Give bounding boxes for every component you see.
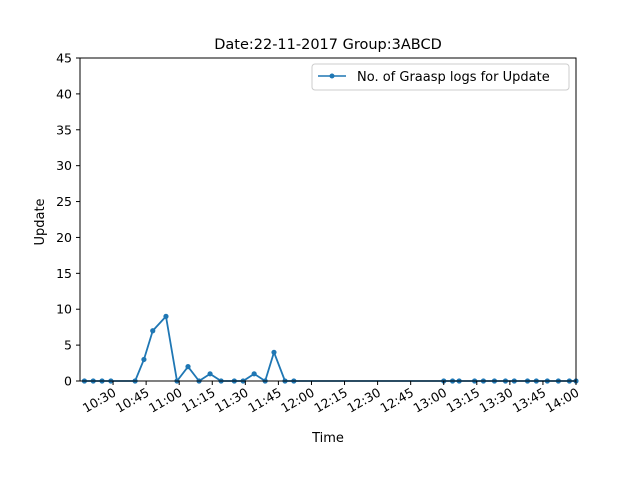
y-tick-label: 25 [56, 194, 72, 209]
data-point [207, 371, 213, 377]
plot-area [79, 57, 579, 384]
y-tick-label: 5 [64, 338, 72, 353]
legend-point-marker [329, 73, 335, 79]
x-axis-label: Time [311, 431, 344, 446]
y-tick-label: 15 [56, 266, 72, 281]
legend-box [311, 63, 570, 91]
y-axis: 0 5 10 15 20 25 30 35 40 45 [56, 51, 80, 389]
y-axis-label: Update [33, 198, 48, 245]
axes-background [80, 58, 576, 381]
y-tick-label: 0 [64, 374, 72, 389]
chart-title: Date:22-11-2017 Group:3ABCD [214, 37, 442, 53]
data-point [163, 313, 169, 319]
y-tick-label: 10 [56, 302, 72, 317]
y-tick-label: 30 [56, 158, 72, 173]
data-point [251, 371, 257, 377]
data-point [150, 328, 156, 334]
y-tick-label: 40 [56, 86, 72, 101]
y-tick-label: 45 [56, 51, 72, 66]
data-point [271, 349, 277, 355]
data-point [141, 356, 147, 363]
axes-frame [79, 57, 577, 382]
y-tick-label: 35 [56, 122, 72, 137]
y-tick-label: 20 [56, 230, 72, 245]
data-point [185, 364, 191, 370]
legend: No. of Graasp logs for Update [311, 63, 570, 91]
legend-label: No. of Graasp logs for Update [357, 70, 550, 85]
